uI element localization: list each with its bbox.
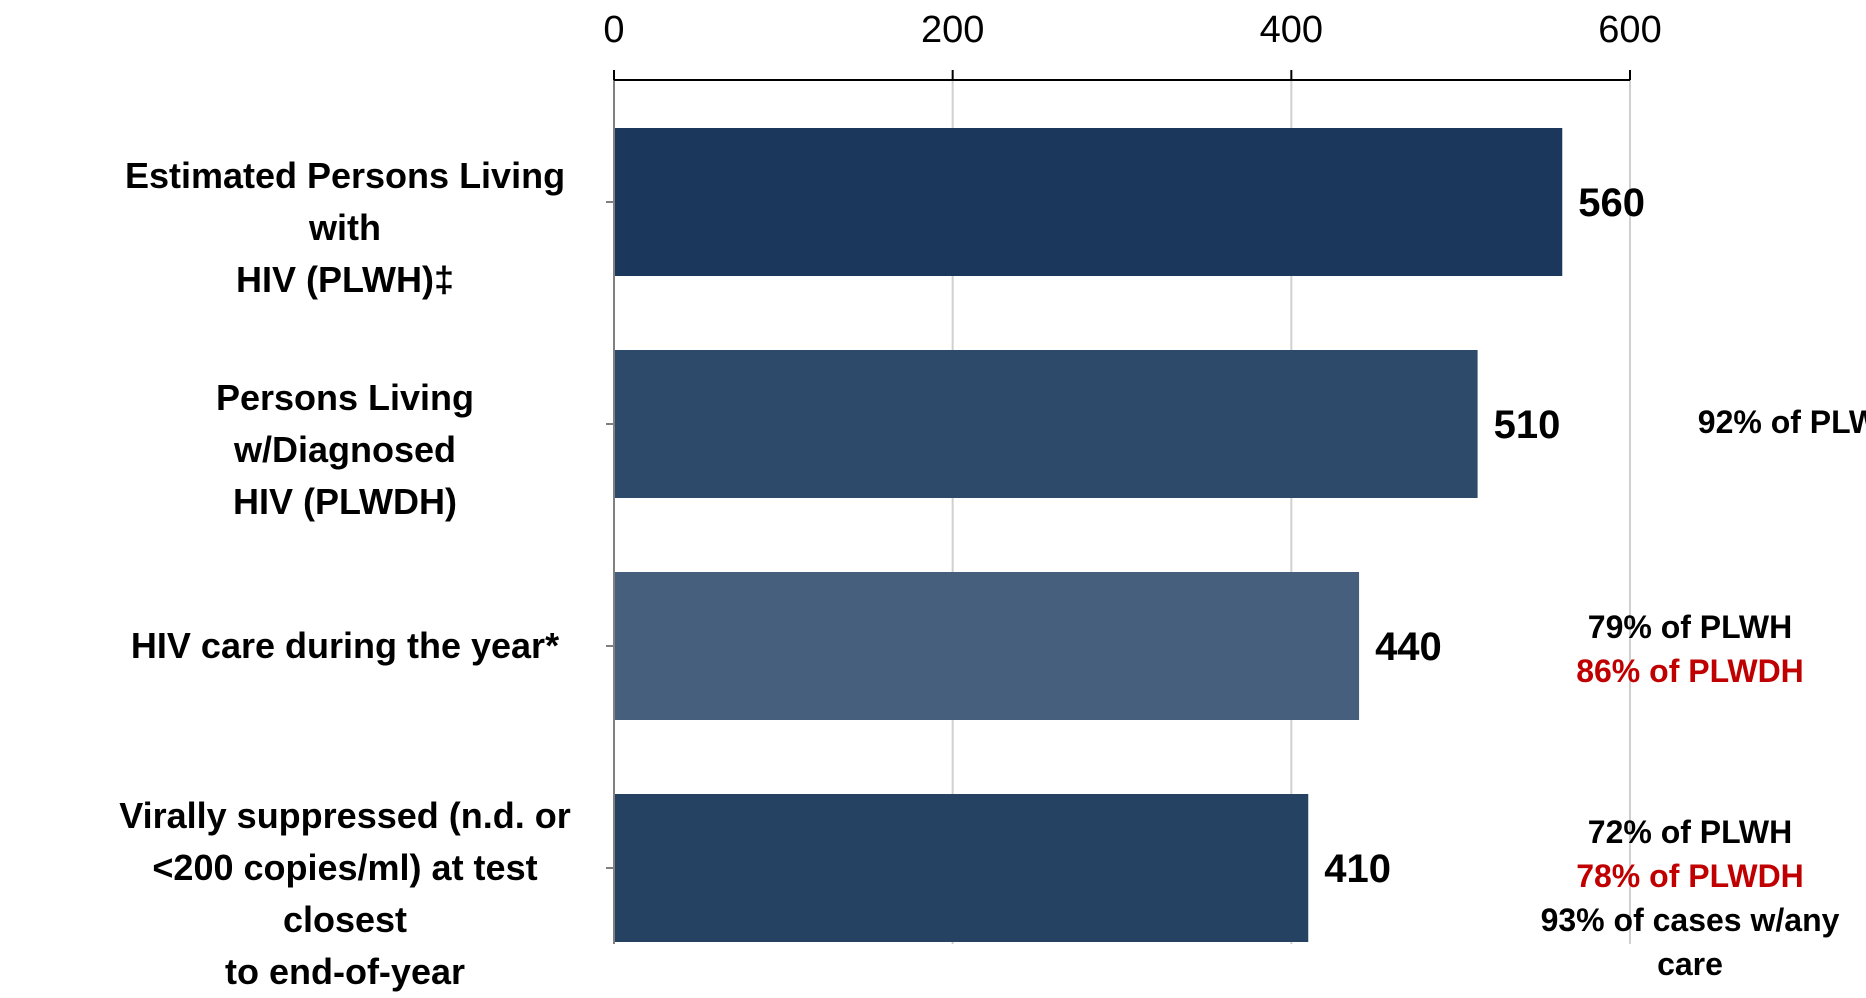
- category-label: Persons Living w/Diagnosed HIV (PLWDH): [110, 372, 580, 528]
- x-tick-label: 0: [603, 9, 624, 51]
- category-label-line: HIV care during the year*: [130, 625, 560, 666]
- bar: [614, 572, 1360, 720]
- category-label-line: Persons Living w/Diagnosed: [215, 377, 475, 470]
- annotation-line: 93% of cases w/any care: [1540, 902, 1840, 982]
- annotation: 79% of PLWH 86% of PLWDH: [1520, 605, 1860, 693]
- category-label: Estimated Persons Living with HIV (PLWH)‡: [110, 150, 580, 306]
- category-label: Virally suppressed (n.d. or <200 copies/m…: [110, 790, 580, 998]
- bar: [614, 350, 1478, 498]
- x-tick-label: 400: [1260, 9, 1323, 51]
- data-label: 560: [1578, 181, 1645, 225]
- annotation-line: 72% of PLWH: [1587, 814, 1793, 850]
- data-label: 410: [1324, 847, 1391, 891]
- category-label: HIV care during the year*: [110, 620, 580, 672]
- x-tick-label: 200: [921, 9, 984, 51]
- category-label-line: HIV (PLWDH): [233, 481, 457, 522]
- data-label: 510: [1494, 403, 1561, 447]
- annotation-line: 79% of PLWH: [1587, 609, 1793, 645]
- x-tick-label: 600: [1598, 9, 1661, 51]
- category-label-line: HIV (PLWH)‡: [235, 259, 454, 300]
- annotation-line: 86% of PLWDH: [1576, 653, 1804, 689]
- category-label-line: Virally suppressed (n.d. or: [119, 795, 571, 836]
- annotation-line: 92% of PLWH: [1697, 404, 1866, 440]
- annotation: 92% of PLWH: [1630, 400, 1866, 444]
- annotation: 72% of PLWH 78% of PLWDH 93% of cases w/an…: [1520, 810, 1860, 986]
- bar: [614, 128, 1563, 276]
- annotation-line: 78% of PLWDH: [1576, 858, 1804, 894]
- category-label-line: <200 copies/ml) at test closest: [152, 847, 538, 940]
- category-label-line: to end-of-year: [224, 951, 465, 992]
- category-label-line: Estimated Persons Living with: [124, 155, 566, 248]
- data-label: 440: [1375, 625, 1442, 669]
- chart-plot-area: 560 510 440 410 0 200 400 600: [603, 9, 1662, 944]
- bar: [614, 794, 1309, 942]
